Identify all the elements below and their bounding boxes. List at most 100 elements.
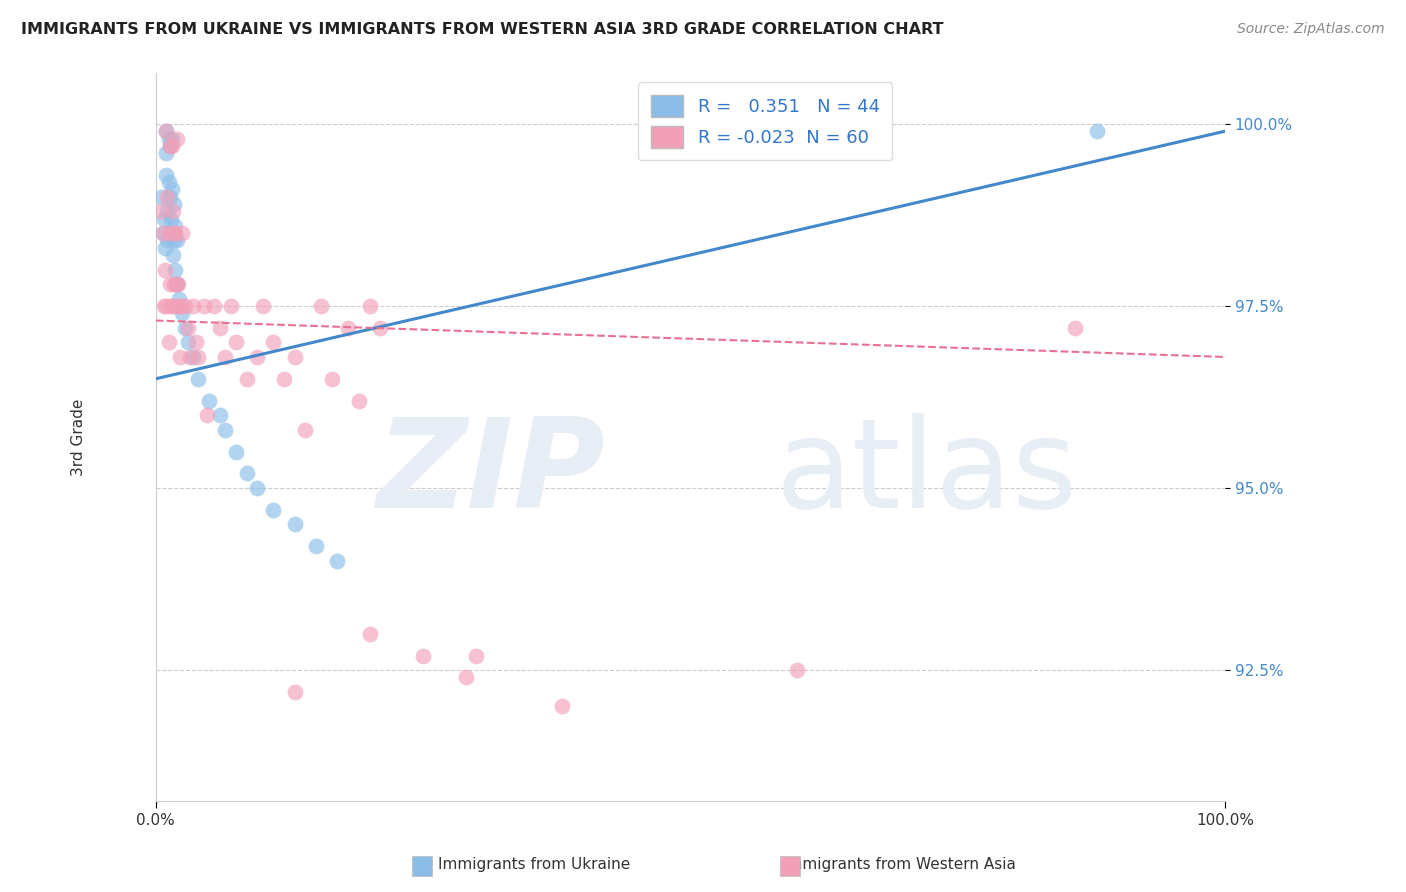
Point <box>214 350 236 364</box>
Point <box>294 423 316 437</box>
Point <box>163 219 186 233</box>
Point <box>551 699 574 714</box>
Point <box>163 277 186 292</box>
Point <box>166 234 188 248</box>
Text: Source: ZipAtlas.com: Source: ZipAtlas.com <box>1237 22 1385 37</box>
Text: atlas: atlas <box>776 413 1078 534</box>
Point <box>162 248 184 262</box>
Point <box>181 299 204 313</box>
Legend: R =   0.351   N = 44, R = -0.023  N = 60: R = 0.351 N = 44, R = -0.023 N = 60 <box>638 82 893 161</box>
Point <box>246 481 269 495</box>
Point <box>150 190 173 204</box>
Point <box>284 350 307 364</box>
Point <box>465 648 488 663</box>
Point <box>172 306 194 320</box>
Point <box>186 335 208 350</box>
Point <box>156 234 179 248</box>
Point <box>198 393 221 408</box>
Point <box>359 299 381 313</box>
Point <box>156 190 179 204</box>
Point <box>204 299 226 313</box>
Point <box>167 299 190 313</box>
Point <box>163 262 186 277</box>
Point <box>284 517 307 532</box>
Point <box>807 124 830 138</box>
Point <box>155 262 177 277</box>
Point <box>150 204 173 219</box>
Point <box>160 131 183 145</box>
Point <box>167 277 190 292</box>
Point <box>163 226 186 240</box>
Point <box>262 335 284 350</box>
Point <box>173 299 195 313</box>
Point <box>166 299 188 313</box>
Point <box>195 408 218 422</box>
Point <box>181 350 204 364</box>
Point <box>219 299 242 313</box>
Point <box>172 299 194 313</box>
Point <box>159 138 181 153</box>
Point <box>412 648 434 663</box>
Point <box>273 372 295 386</box>
Point <box>347 393 370 408</box>
Point <box>173 321 195 335</box>
Point <box>1064 321 1087 335</box>
Point <box>159 226 181 240</box>
Point <box>235 467 257 481</box>
Point <box>208 408 231 422</box>
Point <box>169 350 191 364</box>
Point <box>159 190 181 204</box>
Point <box>163 226 186 240</box>
Text: Immigrants from Western Asia: Immigrants from Western Asia <box>783 857 1017 872</box>
Point <box>284 685 307 699</box>
Point <box>326 554 349 568</box>
Point <box>165 277 187 292</box>
Text: IMMIGRANTS FROM UKRAINE VS IMMIGRANTS FROM WESTERN ASIA 3RD GRADE CORRELATION CH: IMMIGRANTS FROM UKRAINE VS IMMIGRANTS FR… <box>21 22 943 37</box>
Point <box>167 292 190 306</box>
Point <box>160 138 183 153</box>
Point <box>155 299 177 313</box>
Point <box>153 211 176 226</box>
Point <box>153 299 176 313</box>
Point <box>152 226 174 240</box>
Point <box>235 372 257 386</box>
Point <box>155 241 177 255</box>
Point <box>159 211 181 226</box>
Point <box>454 670 477 684</box>
Point <box>359 626 381 640</box>
Point <box>225 444 247 458</box>
Point <box>177 335 200 350</box>
Y-axis label: 3rd Grade: 3rd Grade <box>72 399 86 475</box>
Point <box>152 226 174 240</box>
Point <box>155 168 177 182</box>
Point <box>187 350 209 364</box>
Point <box>162 204 184 219</box>
Point <box>225 335 247 350</box>
Point <box>166 277 188 292</box>
Point <box>159 138 181 153</box>
Point <box>160 182 183 196</box>
Point <box>208 321 231 335</box>
Text: Immigrants from Ukraine: Immigrants from Ukraine <box>439 857 630 872</box>
Point <box>177 321 200 335</box>
Point <box>187 372 209 386</box>
Point <box>246 350 269 364</box>
Point <box>155 146 177 161</box>
Point <box>337 321 360 335</box>
Point <box>193 299 215 313</box>
Point <box>163 197 186 211</box>
Point <box>166 131 188 145</box>
Point <box>157 131 180 145</box>
Point <box>179 350 201 364</box>
Point <box>157 175 180 189</box>
Point <box>368 321 391 335</box>
Point <box>159 299 181 313</box>
Point <box>155 124 177 138</box>
Point <box>1085 124 1108 138</box>
Point <box>163 234 186 248</box>
Point <box>321 372 343 386</box>
Text: ZIP: ZIP <box>375 413 605 534</box>
Point <box>172 226 194 240</box>
Point <box>159 277 181 292</box>
Point <box>311 299 333 313</box>
